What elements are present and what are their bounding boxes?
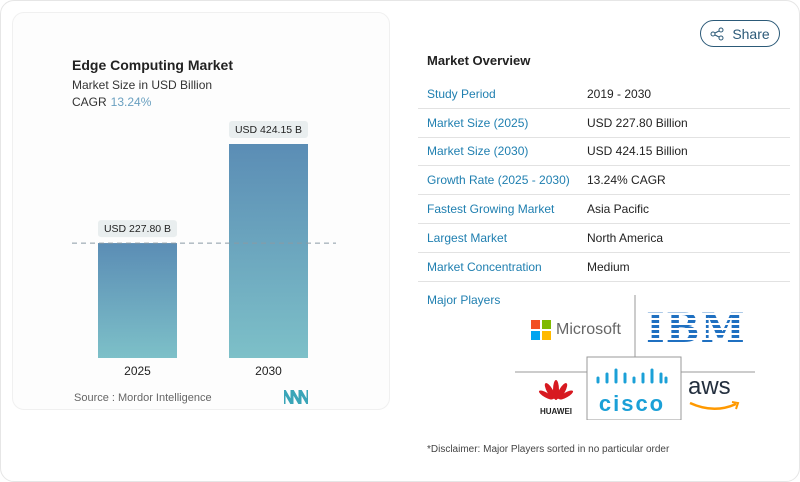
row-label: Market Concentration	[427, 259, 542, 274]
table-row: Market Size (2030) USD 424.15 Billion	[418, 138, 790, 167]
bar-2030	[229, 144, 308, 358]
row-value: Medium	[587, 259, 630, 274]
data-label: USD 227.80 B	[104, 223, 171, 235]
data-label-bg	[229, 121, 308, 138]
chart-title: Edge Computing Market	[72, 57, 234, 73]
cagr: CAGR 13.24%	[72, 95, 151, 109]
cisco-icon	[596, 368, 668, 384]
huawei-text: HUAWEI	[540, 407, 572, 416]
x-tick-label: 2025	[124, 364, 151, 378]
table-row: Study Period 2019 - 2030	[418, 80, 790, 109]
row-value: 2019 - 2030	[587, 86, 652, 101]
aws-text: aws	[688, 373, 731, 400]
row-value: Asia Pacific	[587, 202, 650, 217]
chart-subtitle: Market Size in USD Billion	[72, 78, 213, 92]
data-label: USD 424.15 B	[235, 124, 302, 136]
row-label: Growth Rate (2025 - 2030)	[427, 173, 570, 188]
cisco-logo: cisco	[592, 368, 672, 415]
cagr-value: 13.24%	[110, 95, 152, 109]
microsoft-icon	[531, 320, 551, 340]
cagr-label: CAGR	[72, 95, 107, 109]
row-label: Market Size (2025)	[427, 115, 529, 130]
table-row: Growth Rate (2025 - 2030) 13.24% CAGR	[418, 166, 790, 196]
share-label: Share	[732, 25, 770, 42]
overview-table: Study Period 2019 - 2030 Market Size (202…	[418, 80, 790, 282]
table-row: Market Concentration Medium	[418, 253, 790, 282]
table-row: Largest Market North America	[418, 224, 790, 253]
aws-logo: aws	[688, 375, 744, 417]
microsoft-logo: Microsoft	[531, 320, 621, 340]
data-label-bg	[98, 220, 177, 238]
row-value: North America	[587, 230, 664, 245]
share-button[interactable]: Share	[700, 20, 780, 47]
row-value: USD 424.15 Billion	[587, 144, 688, 159]
disclaimer: *Disclaimer: Major Players sorted in no …	[427, 444, 670, 455]
share-icon	[710, 27, 724, 40]
amazon-smile-icon	[689, 401, 740, 410]
overview-title: Market Overview	[427, 53, 531, 68]
row-label: Largest Market	[427, 230, 508, 245]
bar-chart: USD 227.80 B 2025 USD 424.15 B 2030	[72, 121, 336, 378]
source-text: Source : Mordor Intelligence	[74, 392, 212, 404]
bar-2025	[98, 243, 177, 358]
row-label: Fastest Growing Market	[427, 202, 555, 217]
huawei-icon	[538, 380, 574, 400]
table-row: Fastest Growing Market Asia Pacific	[418, 195, 790, 224]
huawei-logo: HUAWEI	[536, 378, 576, 416]
row-label: Study Period	[427, 86, 496, 101]
cisco-text: cisco	[598, 391, 666, 416]
microsoft-text: Microsoft	[556, 321, 621, 338]
major-players-title: Major Players	[427, 293, 501, 307]
row-value: 13.24% CAGR	[587, 173, 666, 188]
table-row: Market Size (2025) USD 227.80 Billion	[418, 109, 790, 138]
mordor-logo-icon	[284, 390, 308, 404]
x-tick-label: 2030	[255, 364, 282, 378]
row-value: USD 227.80 Billion	[587, 115, 688, 130]
logo-grid-lines	[515, 295, 755, 420]
chart-card	[12, 12, 390, 410]
row-label: Market Size (2030)	[427, 144, 529, 159]
ibm-logo: IBM	[646, 305, 746, 352]
